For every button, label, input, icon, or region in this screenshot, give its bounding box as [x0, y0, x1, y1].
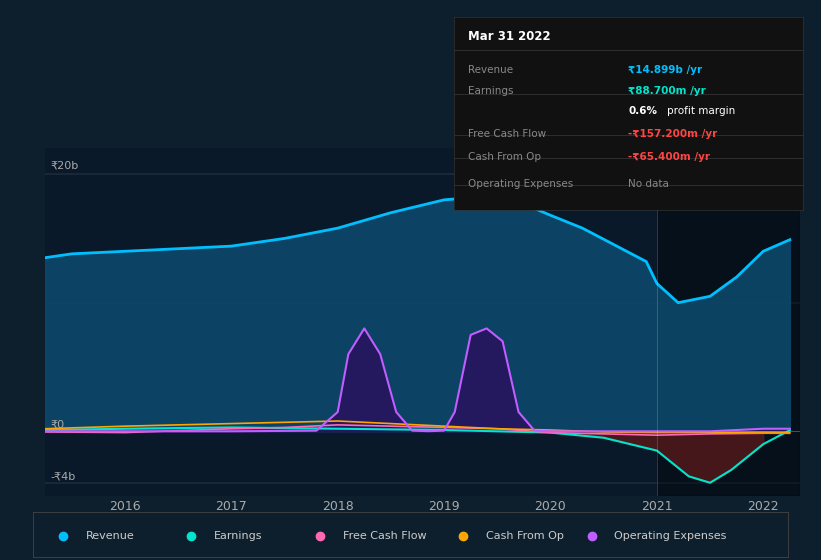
Text: Revenue: Revenue — [468, 65, 513, 75]
Text: profit margin: profit margin — [667, 106, 735, 116]
Text: ₹0: ₹0 — [50, 419, 65, 430]
Text: Free Cash Flow: Free Cash Flow — [468, 129, 546, 139]
Text: Mar 31 2022: Mar 31 2022 — [468, 30, 551, 43]
Bar — [657, 148, 800, 496]
Text: Cash From Op: Cash From Op — [468, 152, 541, 162]
Text: Free Cash Flow: Free Cash Flow — [342, 531, 426, 541]
Text: Earnings: Earnings — [214, 531, 263, 541]
Text: -₹65.400m /yr: -₹65.400m /yr — [629, 152, 710, 162]
Text: 0.6%: 0.6% — [629, 106, 658, 116]
Text: Operating Expenses: Operating Expenses — [614, 531, 727, 541]
Text: ₹88.700m /yr: ₹88.700m /yr — [629, 86, 706, 96]
Text: ₹20b: ₹20b — [50, 160, 79, 170]
Text: Earnings: Earnings — [468, 86, 513, 96]
Text: ₹14.899b /yr: ₹14.899b /yr — [629, 65, 703, 75]
Text: No data: No data — [629, 179, 669, 189]
Text: -₹4b: -₹4b — [50, 472, 76, 482]
Text: Cash From Op: Cash From Op — [486, 531, 564, 541]
Text: Operating Expenses: Operating Expenses — [468, 179, 573, 189]
Text: Revenue: Revenue — [85, 531, 135, 541]
Text: -₹157.200m /yr: -₹157.200m /yr — [629, 129, 718, 139]
